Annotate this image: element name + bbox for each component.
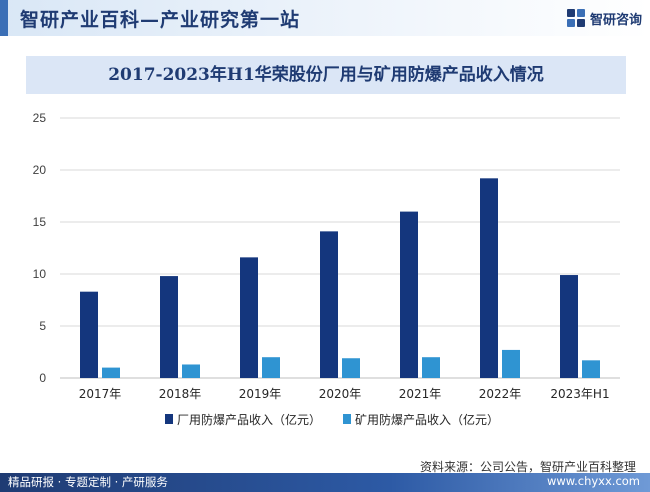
x-tick-label: 2023年H1 <box>550 387 609 401</box>
footer-bar: 精品研报 · 专题定制 · 产研服务 www.chyxx.com <box>0 473 650 492</box>
bar-series-1 <box>80 291 98 378</box>
legend-label: 厂用防爆产品收入（亿元） <box>177 412 321 427</box>
header-accent-bar <box>0 0 8 36</box>
brand-name: 智研咨询 <box>589 12 642 28</box>
chart-title: 2017-2023年H1华荣股份厂用与矿用防爆产品收入情况 <box>108 65 544 85</box>
x-tick-label: 2017年 <box>79 387 122 401</box>
bar-chart: 0 5 10 15 20 25 2017年 2018年 2019年 2020年 2021年 2022年… <box>33 111 620 427</box>
y-tick-label: 5 <box>39 319 46 333</box>
bar-series-1 <box>320 231 338 378</box>
legend-label: 矿用防爆产品收入（亿元） <box>355 412 499 427</box>
x-tick-label: 2022年 <box>479 387 522 401</box>
bar-series-1 <box>560 275 578 378</box>
bar-series-2 <box>262 357 280 378</box>
legend-swatch <box>343 414 351 424</box>
x-tick-label: 2018年 <box>159 387 202 401</box>
bar-series-2 <box>102 367 120 378</box>
y-tick-label: 0 <box>39 371 46 385</box>
bar-series-2 <box>182 364 200 378</box>
brand: 智研咨询 <box>566 8 642 28</box>
x-tick-label: 2020年 <box>319 387 362 401</box>
footer-tagline: 精品研报 · 专题定制 · 产研服务 <box>8 475 168 489</box>
footer: 资料来源：公司公告，智研产业百科整理 精品研报 · 专题定制 · 产研服务 ww… <box>0 454 650 492</box>
y-tick-label: 15 <box>33 215 47 229</box>
header-banner: 智研产业百科—产业研究第一站 智研咨询 <box>0 0 650 36</box>
bar-series-1 <box>480 178 498 378</box>
bar-series-1 <box>400 211 418 378</box>
bar-series-2 <box>422 357 440 378</box>
x-tick-label: 2019年 <box>239 387 282 401</box>
y-tick-label: 25 <box>33 111 47 125</box>
bar-series-1 <box>240 257 258 378</box>
bar-series-2 <box>342 358 360 378</box>
bar-series-1 <box>160 276 178 378</box>
x-tick-label: 2021年 <box>399 387 442 401</box>
footer-url: www.chyxx.com <box>546 474 640 488</box>
y-tick-label: 20 <box>33 163 47 177</box>
y-tick-label: 10 <box>33 267 47 281</box>
bar-series-2 <box>502 349 520 378</box>
source-note: 资料来源：公司公告，智研产业百科整理 <box>419 460 636 474</box>
chart-title-box: 2017-2023年H1华荣股份厂用与矿用防爆产品收入情况 <box>26 56 626 94</box>
legend-swatch <box>165 414 173 424</box>
brand-logo-icon <box>566 9 585 27</box>
site-title: 智研产业百科—产业研究第一站 <box>20 9 301 31</box>
bar-series-2 <box>582 360 600 378</box>
